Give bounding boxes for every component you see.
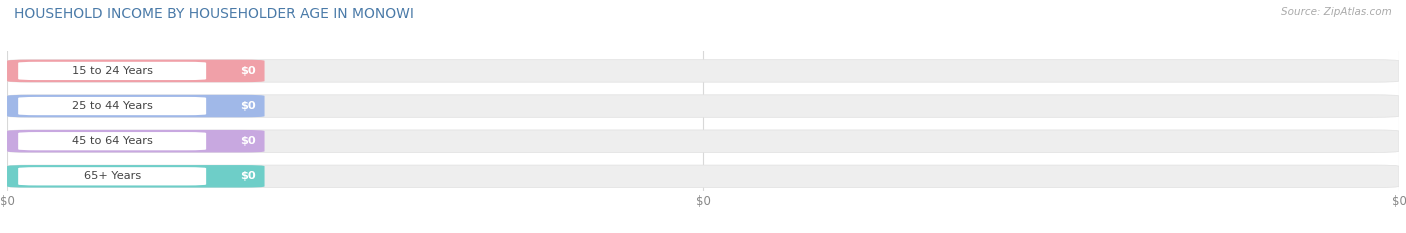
Text: 15 to 24 Years: 15 to 24 Years [72, 66, 153, 76]
FancyBboxPatch shape [7, 60, 264, 82]
FancyBboxPatch shape [7, 165, 264, 188]
Text: $0: $0 [240, 171, 256, 181]
Text: $0: $0 [240, 101, 256, 111]
FancyBboxPatch shape [7, 165, 1399, 188]
Text: $0: $0 [240, 136, 256, 146]
FancyBboxPatch shape [7, 130, 264, 152]
FancyBboxPatch shape [7, 130, 1399, 152]
Text: Source: ZipAtlas.com: Source: ZipAtlas.com [1281, 7, 1392, 17]
FancyBboxPatch shape [7, 95, 264, 117]
FancyBboxPatch shape [18, 167, 207, 185]
FancyBboxPatch shape [18, 62, 207, 80]
Text: 45 to 64 Years: 45 to 64 Years [72, 136, 153, 146]
Text: 25 to 44 Years: 25 to 44 Years [72, 101, 153, 111]
Text: HOUSEHOLD INCOME BY HOUSEHOLDER AGE IN MONOWI: HOUSEHOLD INCOME BY HOUSEHOLDER AGE IN M… [14, 7, 413, 21]
FancyBboxPatch shape [18, 132, 207, 150]
FancyBboxPatch shape [18, 97, 207, 115]
Text: 65+ Years: 65+ Years [83, 171, 141, 181]
FancyBboxPatch shape [7, 95, 1399, 117]
FancyBboxPatch shape [7, 60, 1399, 82]
Text: $0: $0 [240, 66, 256, 76]
